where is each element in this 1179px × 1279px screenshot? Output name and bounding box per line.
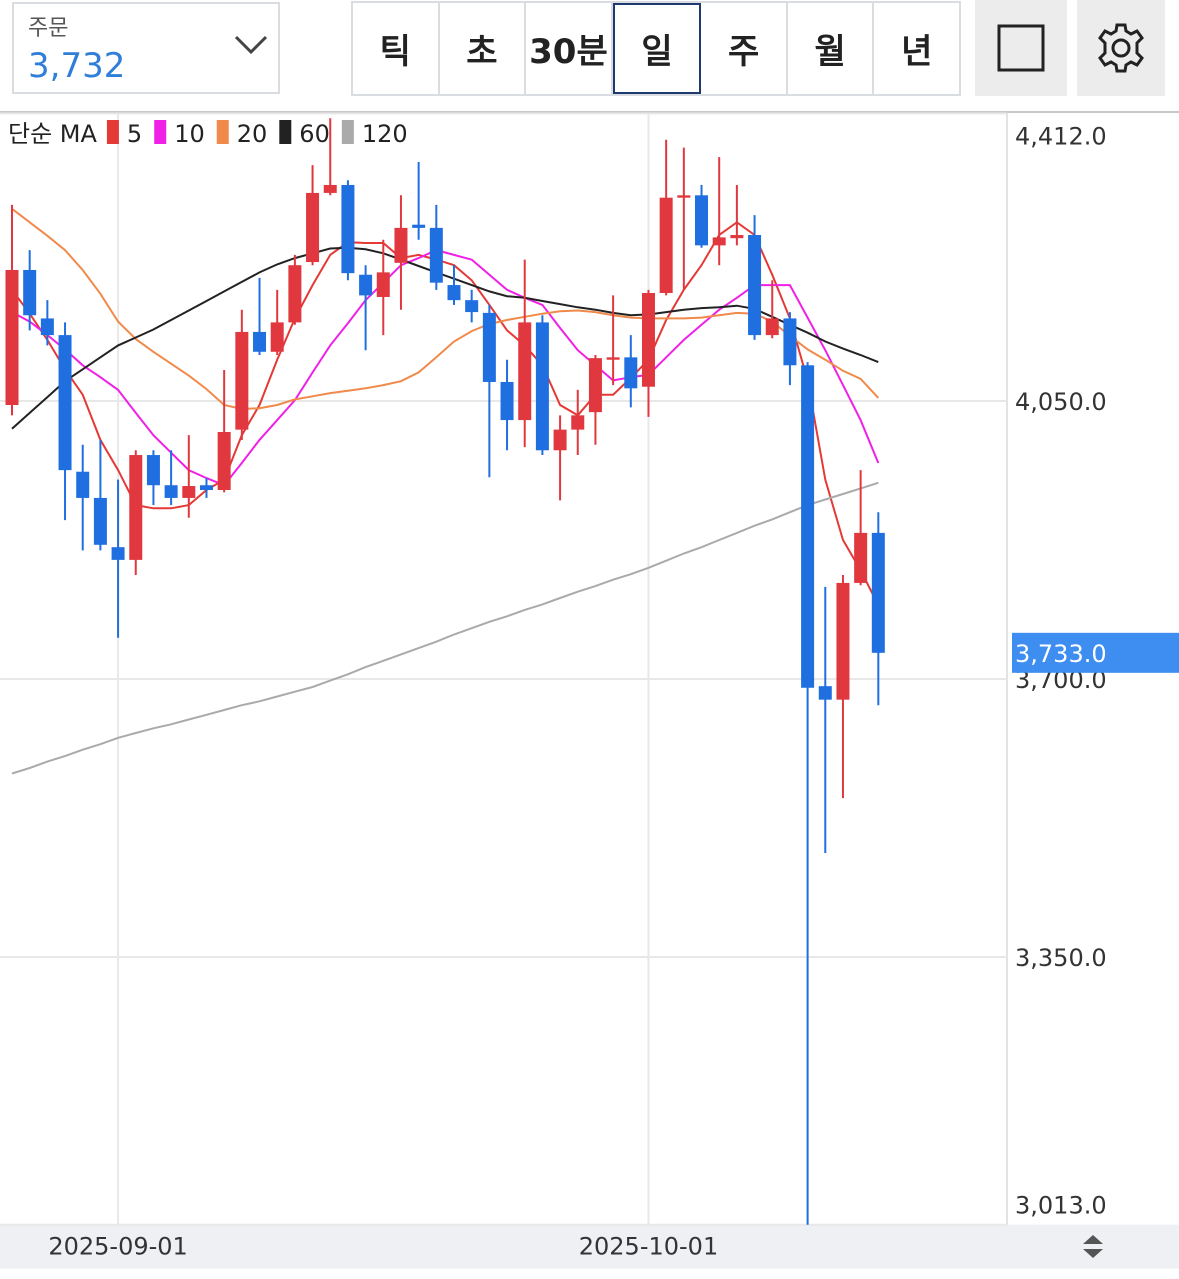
current-price-tag <box>1012 632 1179 673</box>
candle-body <box>146 455 160 486</box>
candle-body <box>76 471 90 498</box>
candle-body <box>659 197 673 294</box>
legend-label: 120 <box>362 120 408 148</box>
square-icon <box>997 24 1045 72</box>
period-tab[interactable]: 일 <box>612 3 702 94</box>
candle-body <box>199 485 213 490</box>
candle-body <box>606 357 620 360</box>
y-tick-label: 4,050.0 <box>1015 388 1107 416</box>
x-axis-band <box>0 1224 1179 1269</box>
candle-body <box>217 432 231 490</box>
candle-body <box>447 285 461 301</box>
settings-button[interactable] <box>1077 0 1165 96</box>
candle-body <box>58 335 72 471</box>
candle-body <box>801 365 815 688</box>
candle-body <box>748 235 762 336</box>
candle-body <box>23 269 37 316</box>
candle-body <box>783 318 797 366</box>
candle-body <box>518 322 532 421</box>
candle-body <box>465 300 479 313</box>
x-tick-label: 2025-10-01 <box>579 1233 718 1261</box>
candle-body <box>677 195 691 198</box>
candle-body <box>270 322 284 352</box>
current-price-label: 3,733.0 <box>1015 640 1107 668</box>
candle-body <box>323 184 337 193</box>
period-tab[interactable]: 년 <box>901 32 933 72</box>
candle-body <box>429 227 443 283</box>
legend-label: 20 <box>237 120 268 148</box>
legend-title: 단순 MA <box>8 120 97 148</box>
order-value: 3,732 <box>28 46 126 86</box>
candle-body <box>93 497 107 545</box>
candle-body <box>854 532 868 583</box>
candle-body <box>40 318 54 336</box>
legend-swatch <box>279 120 292 144</box>
candle-body <box>818 686 832 700</box>
gear-icon <box>1098 23 1144 73</box>
order-label: 주문 <box>28 16 69 41</box>
candle-body <box>500 381 514 421</box>
candle-body <box>376 272 390 297</box>
candle-body <box>412 224 426 228</box>
candle-body <box>871 532 885 653</box>
candle-body <box>535 322 549 451</box>
legend-label: 5 <box>127 120 142 148</box>
dropdown-chevron <box>234 35 268 55</box>
candle-body <box>111 547 125 560</box>
legend-swatch <box>106 120 119 144</box>
ma-line <box>11 246 879 430</box>
candle-body <box>482 312 496 382</box>
period-tabs: 틱 초 30분 일 주 월 년 <box>351 1 961 96</box>
legend-swatch <box>341 120 354 144</box>
candle-body <box>624 357 638 389</box>
y-tick-label: 4,412.0 <box>1015 123 1107 151</box>
period-tab[interactable]: 주 <box>701 3 788 94</box>
layout-button[interactable] <box>975 0 1067 96</box>
candle-body <box>129 455 143 560</box>
candle-body <box>182 486 196 498</box>
candle-body <box>730 235 744 239</box>
legend-label: 60 <box>299 120 330 148</box>
candle-body <box>588 358 602 413</box>
period-tab[interactable]: 30분 <box>526 3 613 94</box>
candle-body <box>341 184 355 274</box>
ma-line <box>11 208 880 411</box>
candle-body <box>836 582 850 700</box>
candle-body <box>288 265 302 323</box>
candle-body <box>235 331 249 430</box>
x-tick-label: 2025-09-01 <box>48 1233 187 1261</box>
candle-body <box>306 192 320 263</box>
legend-label: 10 <box>174 120 205 148</box>
scroll-arrows <box>1083 1235 1103 1258</box>
y-tick-label: 3,013.0 <box>1015 1192 1107 1220</box>
candle-body <box>695 195 709 246</box>
y-tick-label: 3,350.0 <box>1015 944 1107 972</box>
candle-body <box>164 485 178 498</box>
candle-body <box>712 237 726 246</box>
legend-swatch <box>216 120 229 144</box>
ma-line <box>11 221 880 606</box>
order-box[interactable]: 주문 3,732 <box>12 2 280 94</box>
ma-line <box>11 249 880 487</box>
period-tab[interactable]: 초 <box>440 3 527 94</box>
candle-body <box>553 429 567 451</box>
ma-line <box>11 481 879 775</box>
legend-swatch <box>154 120 167 144</box>
period-tab[interactable]: 틱 <box>353 3 440 94</box>
candle-body <box>641 293 655 387</box>
candle-body <box>5 269 19 406</box>
candle-body <box>765 318 779 336</box>
candle-body <box>571 415 585 430</box>
legend: 단순 MA 5 10 20 60 120 <box>8 120 408 148</box>
candle-body <box>253 331 267 352</box>
candle-body <box>394 227 408 263</box>
period-tab[interactable]: 월 <box>788 3 875 94</box>
candle-body <box>359 274 373 296</box>
